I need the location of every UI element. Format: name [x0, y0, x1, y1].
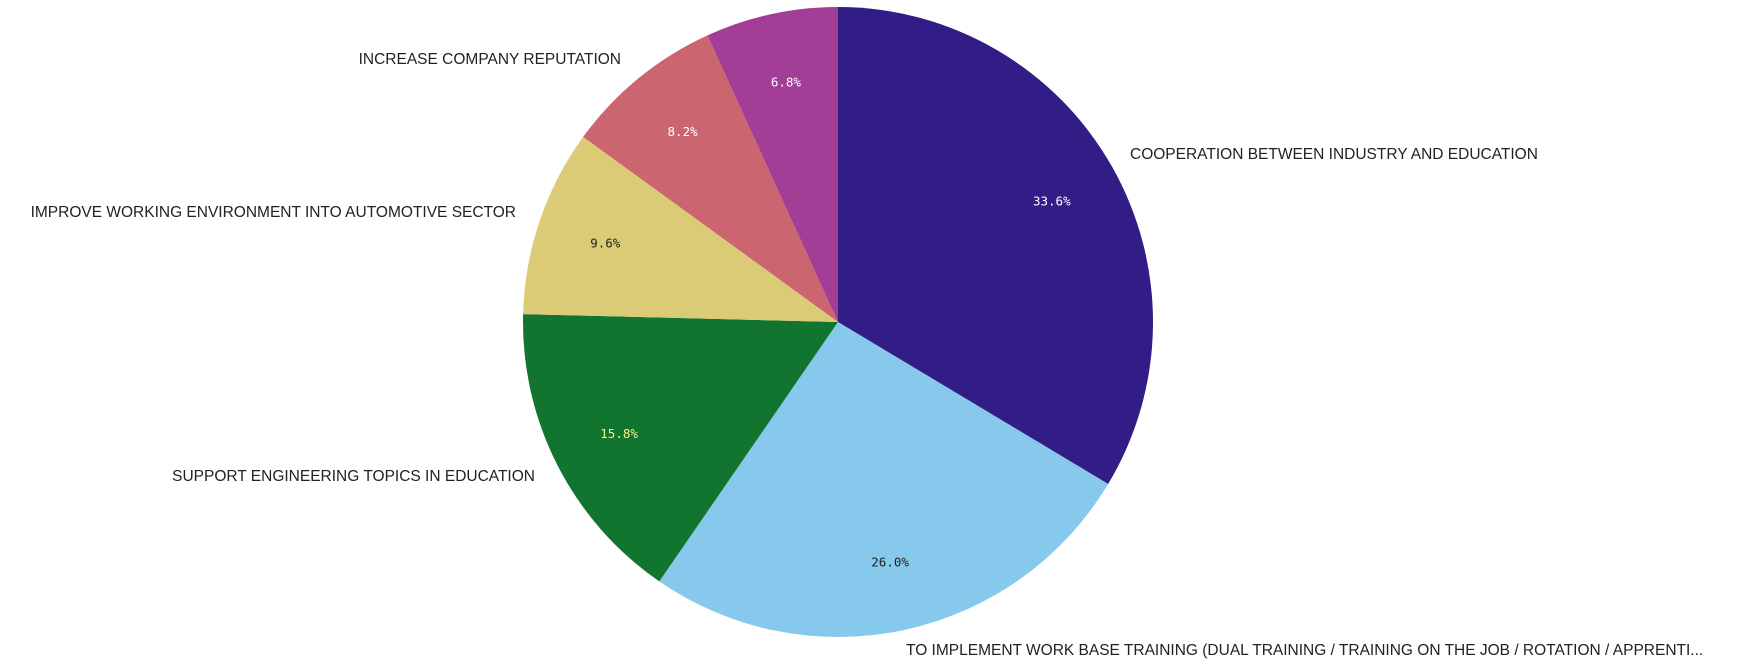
pie-slice-6	[707, 7, 838, 322]
pie-slice-5	[583, 35, 838, 322]
slice-percent-label-2: 26.0%	[871, 555, 909, 570]
pie-slice-2	[659, 322, 1109, 637]
slice-category-label-2: TO IMPLEMENT WORK BASE TRAINING (DUAL TR…	[906, 642, 1703, 659]
slice-percent-label-1: 33.6%	[1033, 193, 1071, 208]
slice-percent-label-5: 8.2%	[668, 124, 699, 139]
slice-percent-label-6: 6.8%	[771, 74, 802, 89]
slice-category-label-1: COOPERATION BETWEEN INDUSTRY AND EDUCATI…	[1130, 146, 1538, 163]
pie-slice-3	[523, 314, 838, 582]
slices-layer	[523, 7, 1154, 637]
slice-percent-label-4: 9.6%	[590, 236, 621, 251]
pie-slice-1	[838, 7, 1154, 485]
pie-slice-4	[523, 136, 838, 322]
slice-category-label-4: IMPROVE WORKING ENVIRONMENT INTO AUTOMOT…	[31, 204, 516, 221]
category-labels-layer: COOPERATION BETWEEN INDUSTRY AND EDUCATI…	[31, 51, 1704, 659]
slice-category-label-3: SUPPORT ENGINEERING TOPICS IN EDUCATION	[172, 468, 535, 485]
percent-labels-layer: 33.6% 26.0% 15.8% 9.6% 8.2% 6.8%	[590, 74, 1071, 569]
slice-percent-label-3: 15.8%	[600, 426, 638, 441]
slice-category-label-5: INCREASE COMPANY REPUTATION	[359, 51, 621, 68]
